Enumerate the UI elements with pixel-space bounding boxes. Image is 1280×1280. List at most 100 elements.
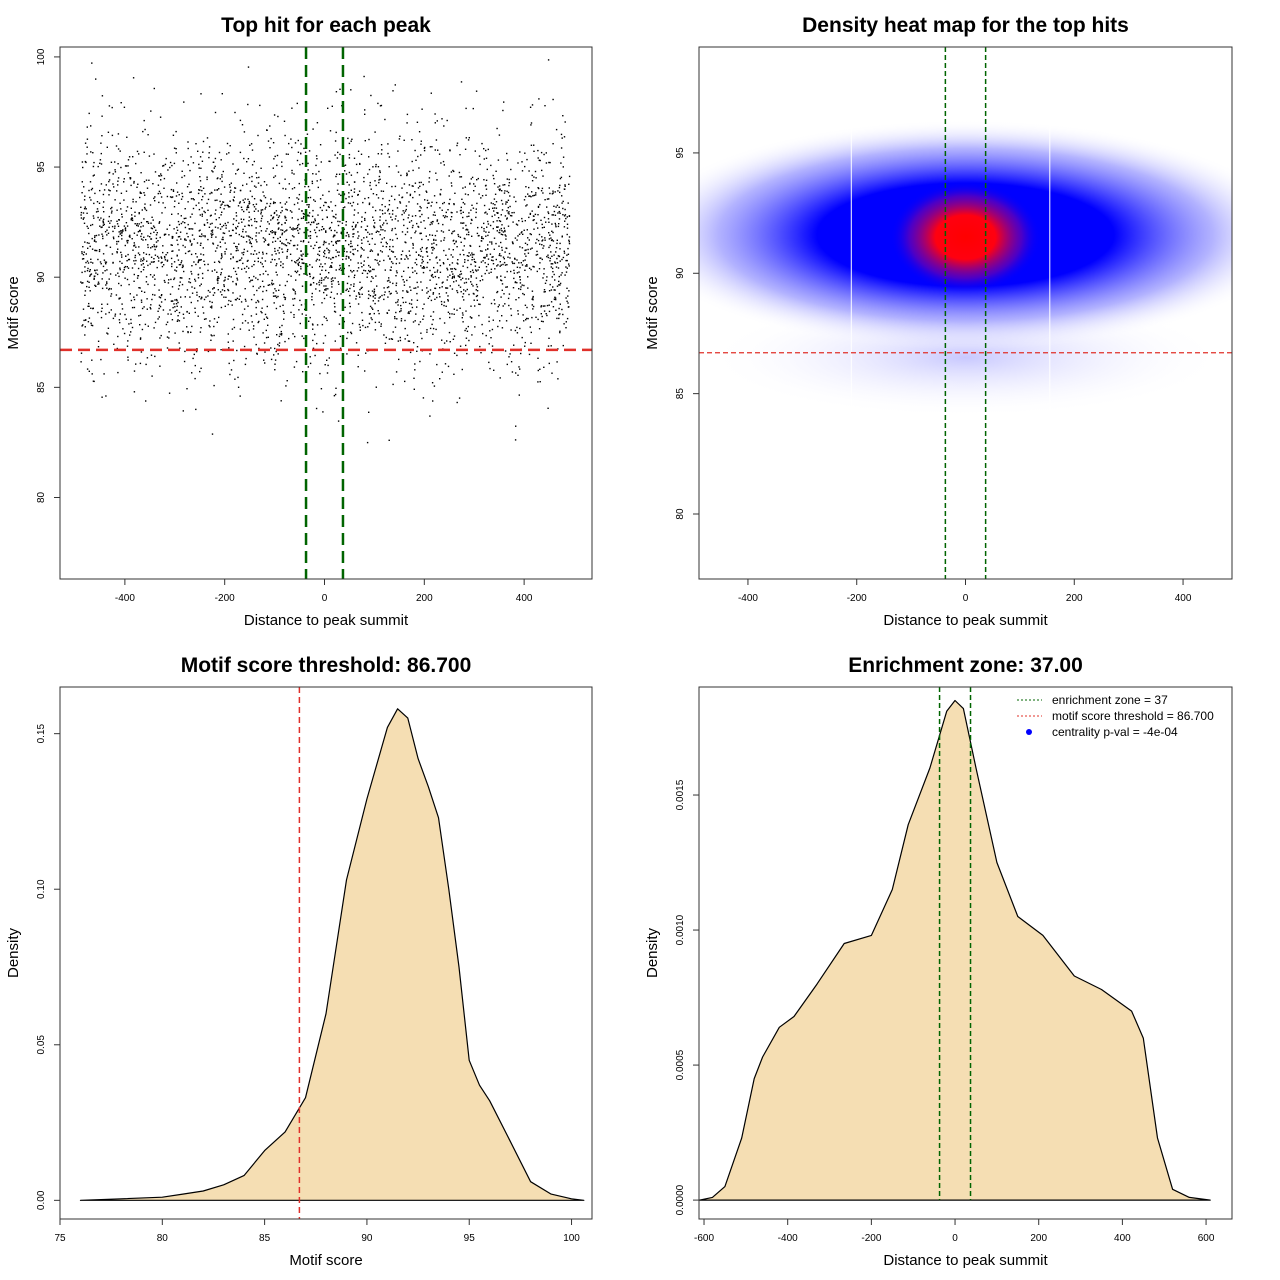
data-point: [303, 147, 305, 150]
data-point: [412, 196, 414, 199]
data-point: [537, 149, 539, 152]
data-point: [127, 172, 130, 174]
data-point: [251, 180, 253, 183]
data-point: [548, 187, 550, 189]
data-point: [124, 313, 126, 316]
data-point: [328, 227, 331, 230]
data-point: [344, 206, 346, 208]
data-point: [418, 181, 421, 184]
data-point: [380, 104, 383, 107]
data-point: [279, 284, 281, 286]
data-point: [239, 119, 242, 122]
x-tick-label: -200: [861, 1233, 881, 1244]
data-point: [271, 217, 274, 220]
data-point: [126, 260, 128, 262]
y-tick-label: 100: [36, 48, 47, 65]
data-point: [337, 151, 339, 154]
data-point: [545, 162, 548, 164]
data-point: [246, 250, 249, 252]
data-point: [220, 159, 222, 161]
data-point: [426, 199, 429, 202]
data-point: [490, 164, 492, 167]
data-point: [353, 253, 355, 256]
data-point: [380, 229, 382, 231]
data-point: [214, 269, 216, 271]
data-point: [540, 151, 543, 154]
data-point: [316, 158, 318, 160]
data-point: [536, 238, 538, 241]
data-point: [416, 350, 418, 352]
data-point: [311, 266, 313, 268]
data-point: [335, 217, 337, 219]
data-point: [92, 175, 94, 177]
data-point: [302, 371, 304, 373]
data-point: [251, 279, 254, 281]
x-tick-label: 80: [157, 1233, 169, 1244]
data-point: [307, 185, 310, 188]
data-point: [148, 155, 151, 157]
data-point: [149, 236, 151, 238]
data-point: [504, 251, 506, 253]
data-point: [495, 258, 497, 261]
data-point: [443, 304, 445, 307]
data-point: [547, 212, 550, 215]
data-point: [493, 210, 495, 212]
data-point: [183, 101, 185, 103]
data-point: [140, 238, 143, 240]
data-point: [345, 173, 348, 175]
data-point: [519, 368, 521, 370]
data-point: [323, 228, 325, 230]
data-point: [368, 322, 371, 325]
data-point: [363, 249, 365, 251]
data-point: [367, 197, 370, 199]
data-point: [345, 258, 347, 260]
data-point: [87, 262, 90, 264]
data-point: [361, 242, 363, 244]
data-point: [351, 205, 353, 207]
data-point: [399, 339, 402, 342]
data-point: [253, 206, 256, 208]
data-point: [461, 312, 464, 314]
data-point: [235, 232, 237, 234]
data-point: [143, 266, 145, 268]
data-point: [155, 229, 157, 231]
data-point: [128, 258, 131, 261]
data-point: [83, 222, 86, 224]
data-point: [187, 141, 189, 143]
data-point: [201, 297, 203, 299]
data-point: [364, 113, 366, 115]
data-point: [426, 292, 428, 294]
data-point: [101, 95, 104, 97]
data-point: [400, 320, 403, 322]
data-point: [91, 223, 94, 226]
data-point: [309, 196, 312, 199]
data-point: [169, 309, 171, 311]
data-point: [385, 241, 387, 244]
data-point: [128, 235, 131, 238]
data-point: [145, 239, 147, 241]
x-tick-label: 400: [1175, 593, 1192, 604]
data-point: [350, 259, 352, 261]
data-point: [551, 263, 554, 265]
data-point: [299, 299, 301, 302]
data-point: [500, 279, 503, 282]
data-point: [130, 331, 132, 333]
data-point: [368, 313, 371, 315]
data-point: [558, 317, 560, 320]
data-point: [462, 293, 465, 295]
data-point: [96, 208, 99, 210]
data-point: [323, 255, 325, 258]
data-point: [267, 324, 269, 326]
data-point: [521, 264, 524, 266]
data-point: [412, 271, 414, 274]
data-point: [196, 294, 198, 296]
data-point: [559, 242, 561, 245]
data-point: [206, 137, 209, 139]
data-point: [350, 331, 352, 333]
data-point: [274, 363, 276, 365]
data-point: [290, 228, 293, 230]
data-point: [210, 339, 212, 341]
data-point: [81, 252, 83, 255]
data-point: [539, 243, 541, 245]
data-point: [359, 288, 361, 291]
